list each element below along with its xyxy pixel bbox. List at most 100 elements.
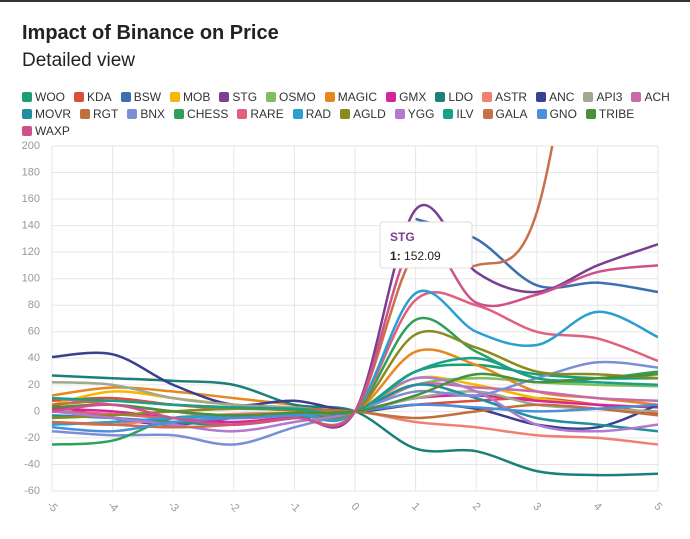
legend-item[interactable]: BSW	[120, 90, 162, 104]
tooltip-colon: :	[397, 249, 404, 263]
x-tick-label: -4	[105, 499, 120, 514]
y-tick-label: 80	[28, 299, 40, 311]
legend-label: TRIBE	[598, 107, 635, 121]
legend-item[interactable]: API3	[583, 90, 622, 104]
legend-item[interactable]: ASTR	[482, 90, 527, 104]
legend-item[interactable]: WOO	[22, 90, 65, 104]
legend-item[interactable]: GNO	[536, 107, 577, 121]
legend-item[interactable]: MOVR	[22, 107, 71, 121]
x-tick-label: -5	[44, 499, 59, 514]
legend-label: MAGIC	[337, 90, 378, 104]
legend-item[interactable]: RGT	[80, 107, 118, 121]
y-tick-label: 200	[22, 140, 40, 152]
legend-label: GALA	[495, 107, 528, 121]
legend-label: RGT	[93, 107, 119, 121]
series-line	[52, 329, 658, 420]
legend-swatch	[127, 109, 138, 119]
legend-item[interactable]: TRIBE	[585, 107, 635, 121]
series-line	[52, 234, 658, 428]
y-tick-label: 180	[22, 166, 40, 178]
legend-item[interactable]: GMX	[386, 90, 426, 104]
legend-item[interactable]: ANC	[536, 90, 574, 104]
chart-subtitle: Detailed view	[22, 50, 135, 71]
tooltip: STG 1: 152.09	[379, 221, 473, 269]
legend-label: KDA	[87, 90, 112, 104]
y-tick-label: 20	[28, 379, 40, 391]
x-tick-label: 5	[652, 501, 665, 514]
legend-label: ASTR	[495, 90, 528, 104]
legend-item[interactable]: RAD	[292, 107, 332, 121]
chart-title: Impact of Binance on Price	[22, 22, 279, 44]
x-tick-label: -3	[166, 499, 181, 514]
legend-item[interactable]: KDA	[74, 90, 112, 104]
legend-label: AGLD	[353, 107, 386, 121]
legend-swatch	[482, 92, 493, 102]
legend-swatch	[120, 92, 131, 102]
legend-label: RARE	[250, 107, 284, 121]
legend-item[interactable]: ACH	[631, 90, 670, 104]
legend-swatch	[170, 92, 181, 102]
y-tick-label: 140	[22, 220, 40, 232]
legend: WOO KDA BSW MOB STG OSMO MAGIC GMX LDO ASTR ANC API…	[22, 90, 672, 138]
legend-label: MOB	[183, 90, 211, 104]
y-tick-label: 160	[22, 193, 40, 205]
x-tick-label: -2	[226, 499, 241, 514]
legend-swatch	[292, 109, 303, 119]
legend-label: API3	[596, 90, 623, 104]
legend-label: ILV	[456, 107, 474, 121]
legend-item[interactable]: GALA	[482, 107, 528, 121]
legend-swatch	[237, 109, 248, 119]
legend-label: ACH	[644, 90, 670, 104]
legend-item[interactable]: STG	[219, 90, 257, 104]
x-tick-label: 3	[530, 501, 543, 514]
legend-swatch	[266, 92, 277, 102]
legend-swatch	[386, 92, 397, 102]
y-tick-label: -60	[24, 485, 40, 497]
legend-swatch	[583, 92, 594, 102]
legend-label: YGG	[407, 107, 435, 121]
legend-swatch	[631, 92, 642, 102]
legend-swatch	[482, 109, 493, 119]
legend-label: LDO	[448, 90, 474, 104]
legend-swatch	[536, 92, 547, 102]
legend-item[interactable]: CHESS	[174, 107, 228, 121]
x-tick-label: 4	[591, 501, 604, 514]
legend-item[interactable]: ILV	[443, 107, 474, 121]
legend-item[interactable]: BNX	[127, 107, 165, 121]
x-tick-label: -1	[287, 499, 302, 514]
legend-swatch	[174, 109, 185, 119]
legend-label: OSMO	[279, 90, 316, 104]
y-tick-label: 100	[22, 273, 40, 285]
y-tick-label: -20	[24, 432, 40, 444]
legend-label: GNO	[549, 107, 577, 121]
legend-item[interactable]: RARE	[237, 107, 284, 121]
legend-swatch	[324, 92, 335, 102]
x-tick-label: 1	[409, 501, 422, 514]
legend-label: RAD	[305, 107, 332, 121]
legend-label: MOVR	[35, 107, 71, 121]
legend-label: WOO	[35, 90, 65, 104]
legend-item[interactable]: MAGIC	[324, 90, 378, 104]
x-tick-label: 0	[349, 501, 362, 514]
legend-label: BSW	[133, 90, 162, 104]
legend-swatch	[340, 109, 351, 119]
legend-item[interactable]: MOB	[170, 90, 210, 104]
legend-item[interactable]: WAXP	[22, 124, 70, 138]
y-tick-label: 0	[34, 405, 40, 417]
legend-item[interactable]: YGG	[394, 107, 435, 121]
y-tick-label: 40	[28, 352, 40, 364]
legend-item[interactable]: OSMO	[266, 90, 316, 104]
legend-swatch	[22, 109, 32, 119]
legend-swatch	[394, 109, 405, 119]
legend-item[interactable]: LDO	[435, 90, 473, 104]
legend-item[interactable]: AGLD	[340, 107, 386, 121]
tooltip-x: 1	[390, 249, 397, 263]
legend-label: CHESS	[187, 107, 229, 121]
legend-label: WAXP	[35, 124, 70, 138]
tooltip-box	[379, 221, 473, 269]
legend-label: STG	[232, 90, 258, 104]
legend-swatch	[22, 92, 32, 102]
legend-swatch	[585, 109, 596, 119]
